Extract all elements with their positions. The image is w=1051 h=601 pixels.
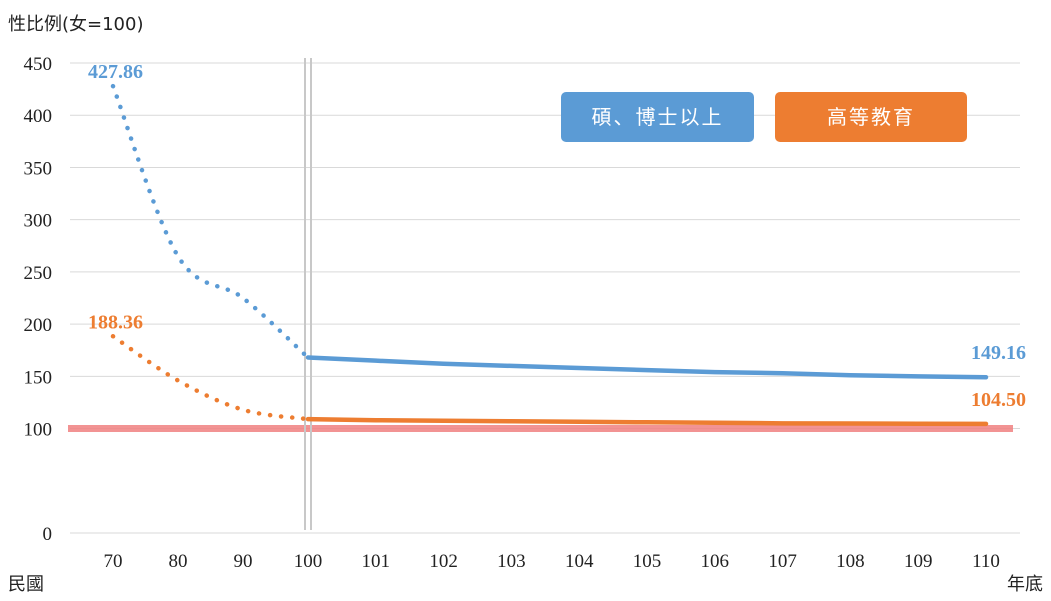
legend-swatch (775, 92, 967, 142)
legend-label: 高等教育 (827, 105, 915, 129)
x-tick-label: 104 (565, 551, 594, 572)
x-tick-label: 108 (836, 551, 865, 572)
y-tick-label: 200 (24, 315, 53, 336)
data-labels: 427.86 149.16 188.36 104.50 (88, 61, 1026, 411)
y-tick-labels: 0 100 150 200 250 300 350 400 450 (24, 54, 53, 545)
legend-item: 高等教育 (775, 92, 967, 142)
x-tick-label: 100 (294, 551, 323, 572)
x-axis-title-left: 民國 (8, 574, 44, 595)
y-tick-label: 300 (24, 211, 53, 232)
y-tick-label: 250 (24, 263, 53, 284)
x-tick-label: 103 (497, 551, 526, 572)
y-tick-label: 150 (24, 367, 53, 388)
x-tick-label: 109 (904, 551, 933, 572)
x-tick-label: 105 (633, 551, 662, 572)
x-tick-label: 110 (972, 551, 1000, 572)
y-tick-label: 100 (24, 420, 53, 441)
series-1-dotted-line (110, 334, 311, 422)
y-tick-label: 0 (43, 524, 53, 545)
x-tick-labels: 70 80 90 100 101 102 103 104 105 106 107 108 109 110 (104, 551, 1000, 572)
legend-label: 碩、博士以上 (592, 105, 724, 129)
x-tick-label: 90 (234, 551, 253, 572)
y-axis-title: 性比例(女=100) (8, 14, 143, 35)
series-1-solid-line (305, 416, 989, 427)
x-tick-label: 102 (429, 551, 458, 572)
series-0-solid-line (305, 355, 989, 380)
x-axis-title-right: 年底 (1007, 574, 1043, 595)
x-tick-label: 101 (362, 551, 391, 572)
legend-item: 碩、博士以上 (561, 92, 754, 142)
legend-swatch (561, 92, 754, 142)
legend: 碩、博士以上 高等教育 (540, 92, 1020, 142)
x-tick-label: 70 (104, 551, 123, 572)
y-tick-label: 400 (24, 106, 53, 127)
x-tick-label: 107 (768, 551, 797, 572)
period-divider (304, 58, 312, 530)
x-tick-label: 80 (169, 551, 188, 572)
x-tick-label: 106 (701, 551, 730, 572)
data-label: 427.86 (88, 61, 143, 83)
data-label: 188.36 (88, 311, 143, 333)
series-layer (110, 83, 989, 427)
series-0-dotted-line (110, 83, 311, 360)
y-tick-label: 450 (24, 54, 53, 75)
data-label: 104.50 (971, 389, 1026, 411)
data-label: 149.16 (971, 342, 1026, 364)
y-tick-label: 350 (24, 158, 53, 179)
